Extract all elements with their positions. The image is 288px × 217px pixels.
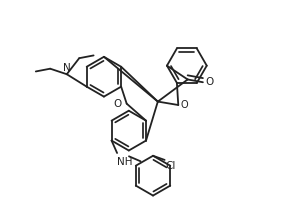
Text: NH: NH bbox=[117, 157, 132, 167]
Text: O: O bbox=[181, 100, 188, 110]
Text: O: O bbox=[113, 99, 122, 109]
Text: O: O bbox=[205, 77, 213, 87]
Text: N: N bbox=[63, 63, 71, 73]
Text: Cl: Cl bbox=[166, 161, 176, 171]
